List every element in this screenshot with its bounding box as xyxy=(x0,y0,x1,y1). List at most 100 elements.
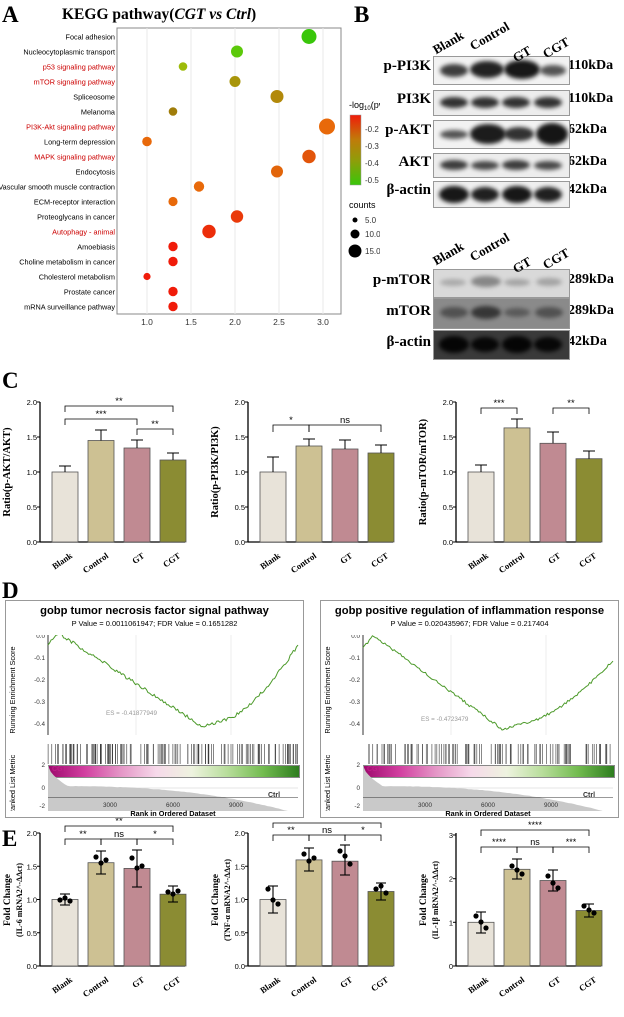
svg-text:**: ** xyxy=(567,398,575,409)
svg-text:0.5: 0.5 xyxy=(235,929,245,938)
svg-text:2.0: 2.0 xyxy=(27,398,37,407)
svg-text:1.0: 1.0 xyxy=(27,896,37,905)
svg-text:***: *** xyxy=(566,837,577,847)
svg-text:9000: 9000 xyxy=(229,802,244,809)
svg-text:3: 3 xyxy=(449,831,453,840)
svg-text:****: **** xyxy=(528,820,543,830)
svg-text:Blank: Blank xyxy=(50,974,74,995)
svg-text:-0.4: -0.4 xyxy=(34,721,45,728)
svg-text:1.5: 1.5 xyxy=(27,862,37,871)
svg-text:*: * xyxy=(153,829,157,840)
svg-text:2.0: 2.0 xyxy=(443,398,453,407)
svg-text:Blank: Blank xyxy=(466,974,490,995)
svg-text:(IL-1β mRNA2^-ΔΔct): (IL-1β mRNA2^-ΔΔct) xyxy=(431,861,440,940)
svg-text:CGT: CGT xyxy=(577,550,598,569)
svg-text:*: * xyxy=(289,415,293,426)
svg-text:0.0: 0.0 xyxy=(351,635,360,640)
svg-text:6000: 6000 xyxy=(166,802,181,809)
svg-text:Running Enrichment Score: Running Enrichment Score xyxy=(8,646,17,733)
svg-text:GT: GT xyxy=(338,974,354,990)
svg-text:0: 0 xyxy=(356,785,360,792)
svg-text:CGT: CGT xyxy=(161,550,182,569)
svg-text:Rank in Ordered Dataset: Rank in Ordered Dataset xyxy=(130,809,216,817)
svg-text:GT: GT xyxy=(130,550,146,566)
svg-text:-0.2: -0.2 xyxy=(34,677,45,684)
svg-text:3000: 3000 xyxy=(103,802,118,809)
svg-text:ES = -0.4723479: ES = -0.4723479 xyxy=(421,716,469,723)
svg-text:Running Enrichment Score: Running Enrichment Score xyxy=(323,646,332,733)
svg-text:**: ** xyxy=(115,396,123,407)
svg-text:CGT: CGT xyxy=(369,974,390,993)
svg-text:3000: 3000 xyxy=(418,802,433,809)
svg-text:ns: ns xyxy=(340,415,350,426)
svg-text:ES = -0.41877949: ES = -0.41877949 xyxy=(106,710,157,717)
svg-text:ns: ns xyxy=(114,829,124,840)
svg-text:GT: GT xyxy=(546,974,562,990)
svg-text:ns: ns xyxy=(322,825,332,836)
svg-text:(IL-6 mRNA2^-ΔΔct): (IL-6 mRNA2^-ΔΔct) xyxy=(15,863,24,937)
svg-text:GT: GT xyxy=(338,550,354,566)
svg-text:-0.4: -0.4 xyxy=(349,721,360,728)
svg-text:1.5: 1.5 xyxy=(235,433,245,442)
svg-text:CGT: CGT xyxy=(161,974,182,993)
svg-text:Blank: Blank xyxy=(258,974,282,995)
svg-text:Ratio(p-AKT/AKT): Ratio(p-AKT/AKT) xyxy=(2,427,13,517)
svg-text:2.0: 2.0 xyxy=(235,398,245,407)
svg-text:Ratio(p-mTOR/mTOR): Ratio(p-mTOR/mTOR) xyxy=(418,418,429,525)
svg-text:-0.3: -0.3 xyxy=(349,699,360,706)
svg-text:2.0: 2.0 xyxy=(235,829,245,838)
svg-text:2: 2 xyxy=(356,762,360,769)
svg-text:0.0: 0.0 xyxy=(235,962,245,971)
svg-text:0.0: 0.0 xyxy=(27,538,37,547)
svg-text:(TNF-α mRNA2^-ΔΔct): (TNF-α mRNA2^-ΔΔct) xyxy=(223,859,232,941)
svg-text:Blank: Blank xyxy=(466,550,490,571)
svg-text:Fold Change: Fold Change xyxy=(211,874,221,926)
svg-text:*: * xyxy=(325,818,329,824)
svg-text:0.0: 0.0 xyxy=(235,538,245,547)
svg-text:0.0: 0.0 xyxy=(27,962,37,971)
svg-text:Blank: Blank xyxy=(50,550,74,571)
svg-text:Control: Control xyxy=(289,974,319,999)
svg-text:*: * xyxy=(361,825,365,836)
svg-text:0.5: 0.5 xyxy=(235,503,245,512)
svg-text:1.0: 1.0 xyxy=(235,896,245,905)
svg-text:-0.1: -0.1 xyxy=(34,655,45,662)
svg-text:1.0: 1.0 xyxy=(27,468,37,477)
svg-text:2.0: 2.0 xyxy=(27,829,37,838)
svg-text:Rank in Ordered Dataset: Rank in Ordered Dataset xyxy=(445,809,531,817)
svg-text:***: *** xyxy=(95,409,106,420)
svg-text:Control: Control xyxy=(497,550,527,575)
svg-text:-0.3: -0.3 xyxy=(34,699,45,706)
svg-text:-0.1: -0.1 xyxy=(349,655,360,662)
svg-text:0.5: 0.5 xyxy=(27,503,37,512)
svg-text:-0.2: -0.2 xyxy=(349,677,360,684)
svg-text:Control: Control xyxy=(81,974,111,999)
svg-text:**: ** xyxy=(79,829,87,840)
svg-text:Control: Control xyxy=(497,974,527,999)
svg-text:9000: 9000 xyxy=(544,802,559,809)
svg-text:ns: ns xyxy=(530,837,540,847)
svg-text:CGT: CGT xyxy=(577,974,598,993)
svg-text:0: 0 xyxy=(449,962,453,971)
svg-text:1.0: 1.0 xyxy=(443,468,453,477)
svg-text:**: ** xyxy=(287,825,295,836)
svg-text:**: ** xyxy=(151,419,159,430)
svg-text:0.0: 0.0 xyxy=(36,635,45,640)
svg-text:1.5: 1.5 xyxy=(235,862,245,871)
svg-text:GT: GT xyxy=(546,550,562,566)
svg-text:1.5: 1.5 xyxy=(27,433,37,442)
svg-text:6000: 6000 xyxy=(481,802,496,809)
svg-text:Ratio(p-PI3K/PI3K): Ratio(p-PI3K/PI3K) xyxy=(210,426,221,518)
svg-text:0.5: 0.5 xyxy=(27,929,37,938)
svg-text:0: 0 xyxy=(41,785,45,792)
svg-text:***: *** xyxy=(493,398,504,409)
svg-text:****: **** xyxy=(492,837,507,847)
svg-text:2: 2 xyxy=(449,875,453,884)
svg-text:Control: Control xyxy=(81,550,111,575)
svg-text:CGT: CGT xyxy=(369,550,390,569)
svg-text:0.5: 0.5 xyxy=(443,503,453,512)
svg-text:Blank: Blank xyxy=(258,550,282,571)
svg-text:**: ** xyxy=(115,818,123,827)
svg-text:2: 2 xyxy=(41,762,45,769)
svg-text:1.0: 1.0 xyxy=(235,468,245,477)
